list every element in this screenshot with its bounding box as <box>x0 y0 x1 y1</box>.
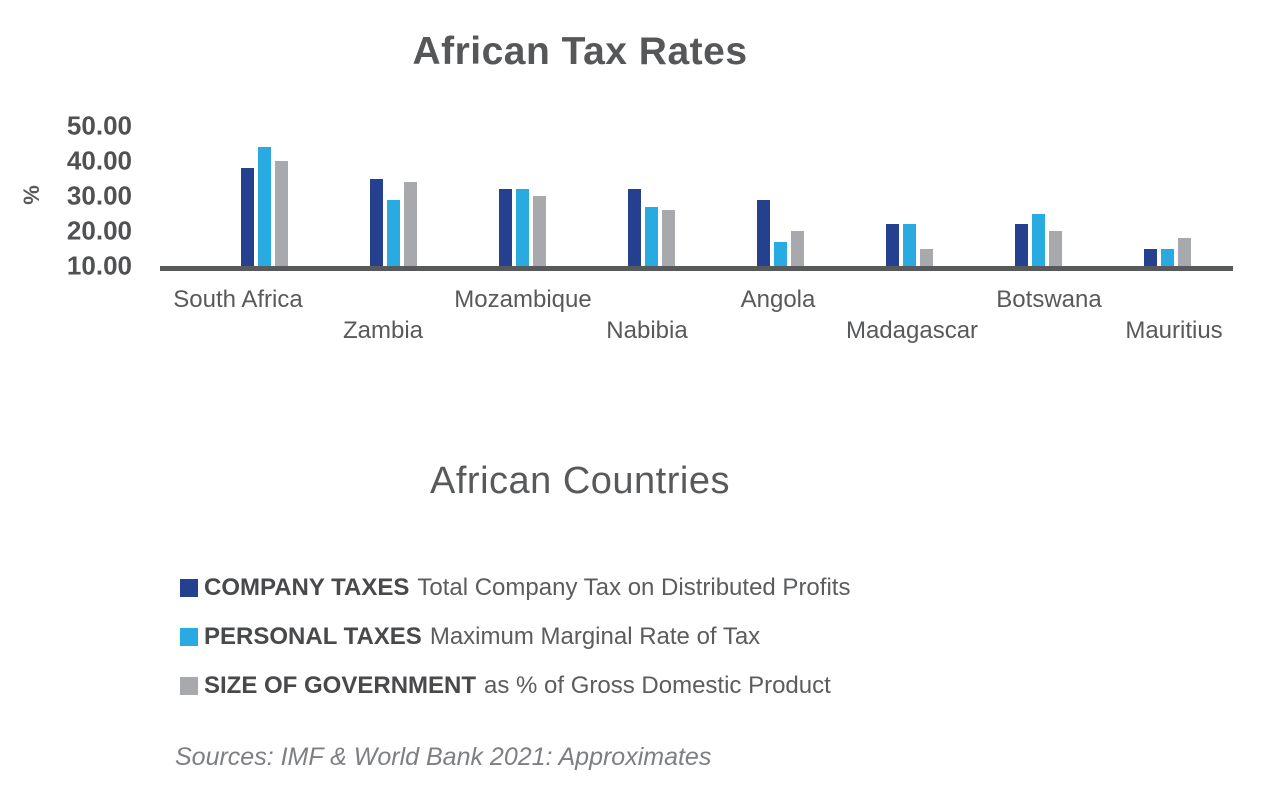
category-label-angola: Angola <box>740 286 816 313</box>
bar-personal-taxes-south-africa <box>257 147 271 266</box>
category-label-nabibia: Nabibia <box>606 317 688 344</box>
bar-company-taxes-nabibia <box>627 189 641 266</box>
y-tick-label-20: 20.00 <box>66 215 132 246</box>
legend-row-personal-taxes: PERSONAL TAXES Maximum Marginal Rate of … <box>180 623 760 651</box>
y-tick-label-50: 50.00 <box>66 110 132 141</box>
bar-personal-taxes-madagascar <box>902 224 916 266</box>
bar-size-of-government-angola <box>790 231 804 266</box>
chart-title: African Tax Rates <box>412 30 748 73</box>
category-label-mozambique: Mozambique <box>454 286 592 313</box>
bar-personal-taxes-zambia <box>386 199 400 266</box>
bar-size-of-government-zambia <box>403 182 417 266</box>
bar-personal-taxes-nabibia <box>644 206 658 266</box>
category-label-mauritius: Mauritius <box>1125 317 1223 344</box>
source-note: Sources: IMF & World Bank 2021: Approxim… <box>175 743 712 771</box>
bar-personal-taxes-mauritius <box>1160 248 1174 266</box>
bar-personal-taxes-angola <box>773 241 787 266</box>
y-tick-label-30: 30.00 <box>66 180 132 211</box>
bar-company-taxes-south-africa <box>240 168 254 266</box>
bar-size-of-government-mozambique <box>532 196 546 266</box>
legend-series-description: as % of Gross Domestic Product <box>484 672 831 699</box>
bar-personal-taxes-mozambique <box>515 189 529 266</box>
bar-size-of-government-madagascar <box>919 248 933 266</box>
y-tick-label-40: 40.00 <box>66 145 132 176</box>
legend-series-name: SIZE OF GOVERNMENT <box>204 672 477 699</box>
bar-company-taxes-zambia <box>369 178 383 266</box>
company-taxes-swatch-icon <box>180 579 198 597</box>
x-axis-title: African Countries <box>430 460 730 502</box>
bar-company-taxes-angola <box>756 199 770 266</box>
legend-series-name: PERSONAL TAXES <box>204 623 422 650</box>
legend-series-name: COMPANY TAXES <box>204 574 410 601</box>
bar-size-of-government-botswana <box>1048 231 1062 266</box>
category-label-zambia: Zambia <box>342 317 424 344</box>
y-tick-label-10: 10.00 <box>66 250 132 281</box>
bar-size-of-government-nabibia <box>661 210 675 266</box>
category-label-south-africa: South Africa <box>173 286 303 313</box>
legend-series-description: Total Company Tax on Distributed Profits <box>417 574 851 601</box>
legend-row-size-of-government: SIZE OF GOVERNMENT as % of Gross Domesti… <box>180 672 831 700</box>
size-of-government-swatch-icon <box>180 677 198 695</box>
bar-size-of-government-mauritius <box>1177 238 1191 266</box>
legend-row-company-taxes: COMPANY TAXES Total Company Tax on Distr… <box>180 574 850 602</box>
bar-size-of-government-south-africa <box>274 161 288 266</box>
bar-company-taxes-madagascar <box>885 224 899 266</box>
bar-company-taxes-mozambique <box>498 189 512 266</box>
legend-series-description: Maximum Marginal Rate of Tax <box>429 623 761 650</box>
personal-taxes-swatch-icon <box>180 628 198 646</box>
bar-personal-taxes-botswana <box>1031 213 1045 266</box>
bar-company-taxes-botswana <box>1014 224 1028 266</box>
x-axis-line <box>160 266 1233 271</box>
category-label-botswana: Botswana <box>996 286 1102 313</box>
category-label-madagascar: Madagascar <box>845 317 979 344</box>
bar-company-taxes-mauritius <box>1143 248 1157 266</box>
